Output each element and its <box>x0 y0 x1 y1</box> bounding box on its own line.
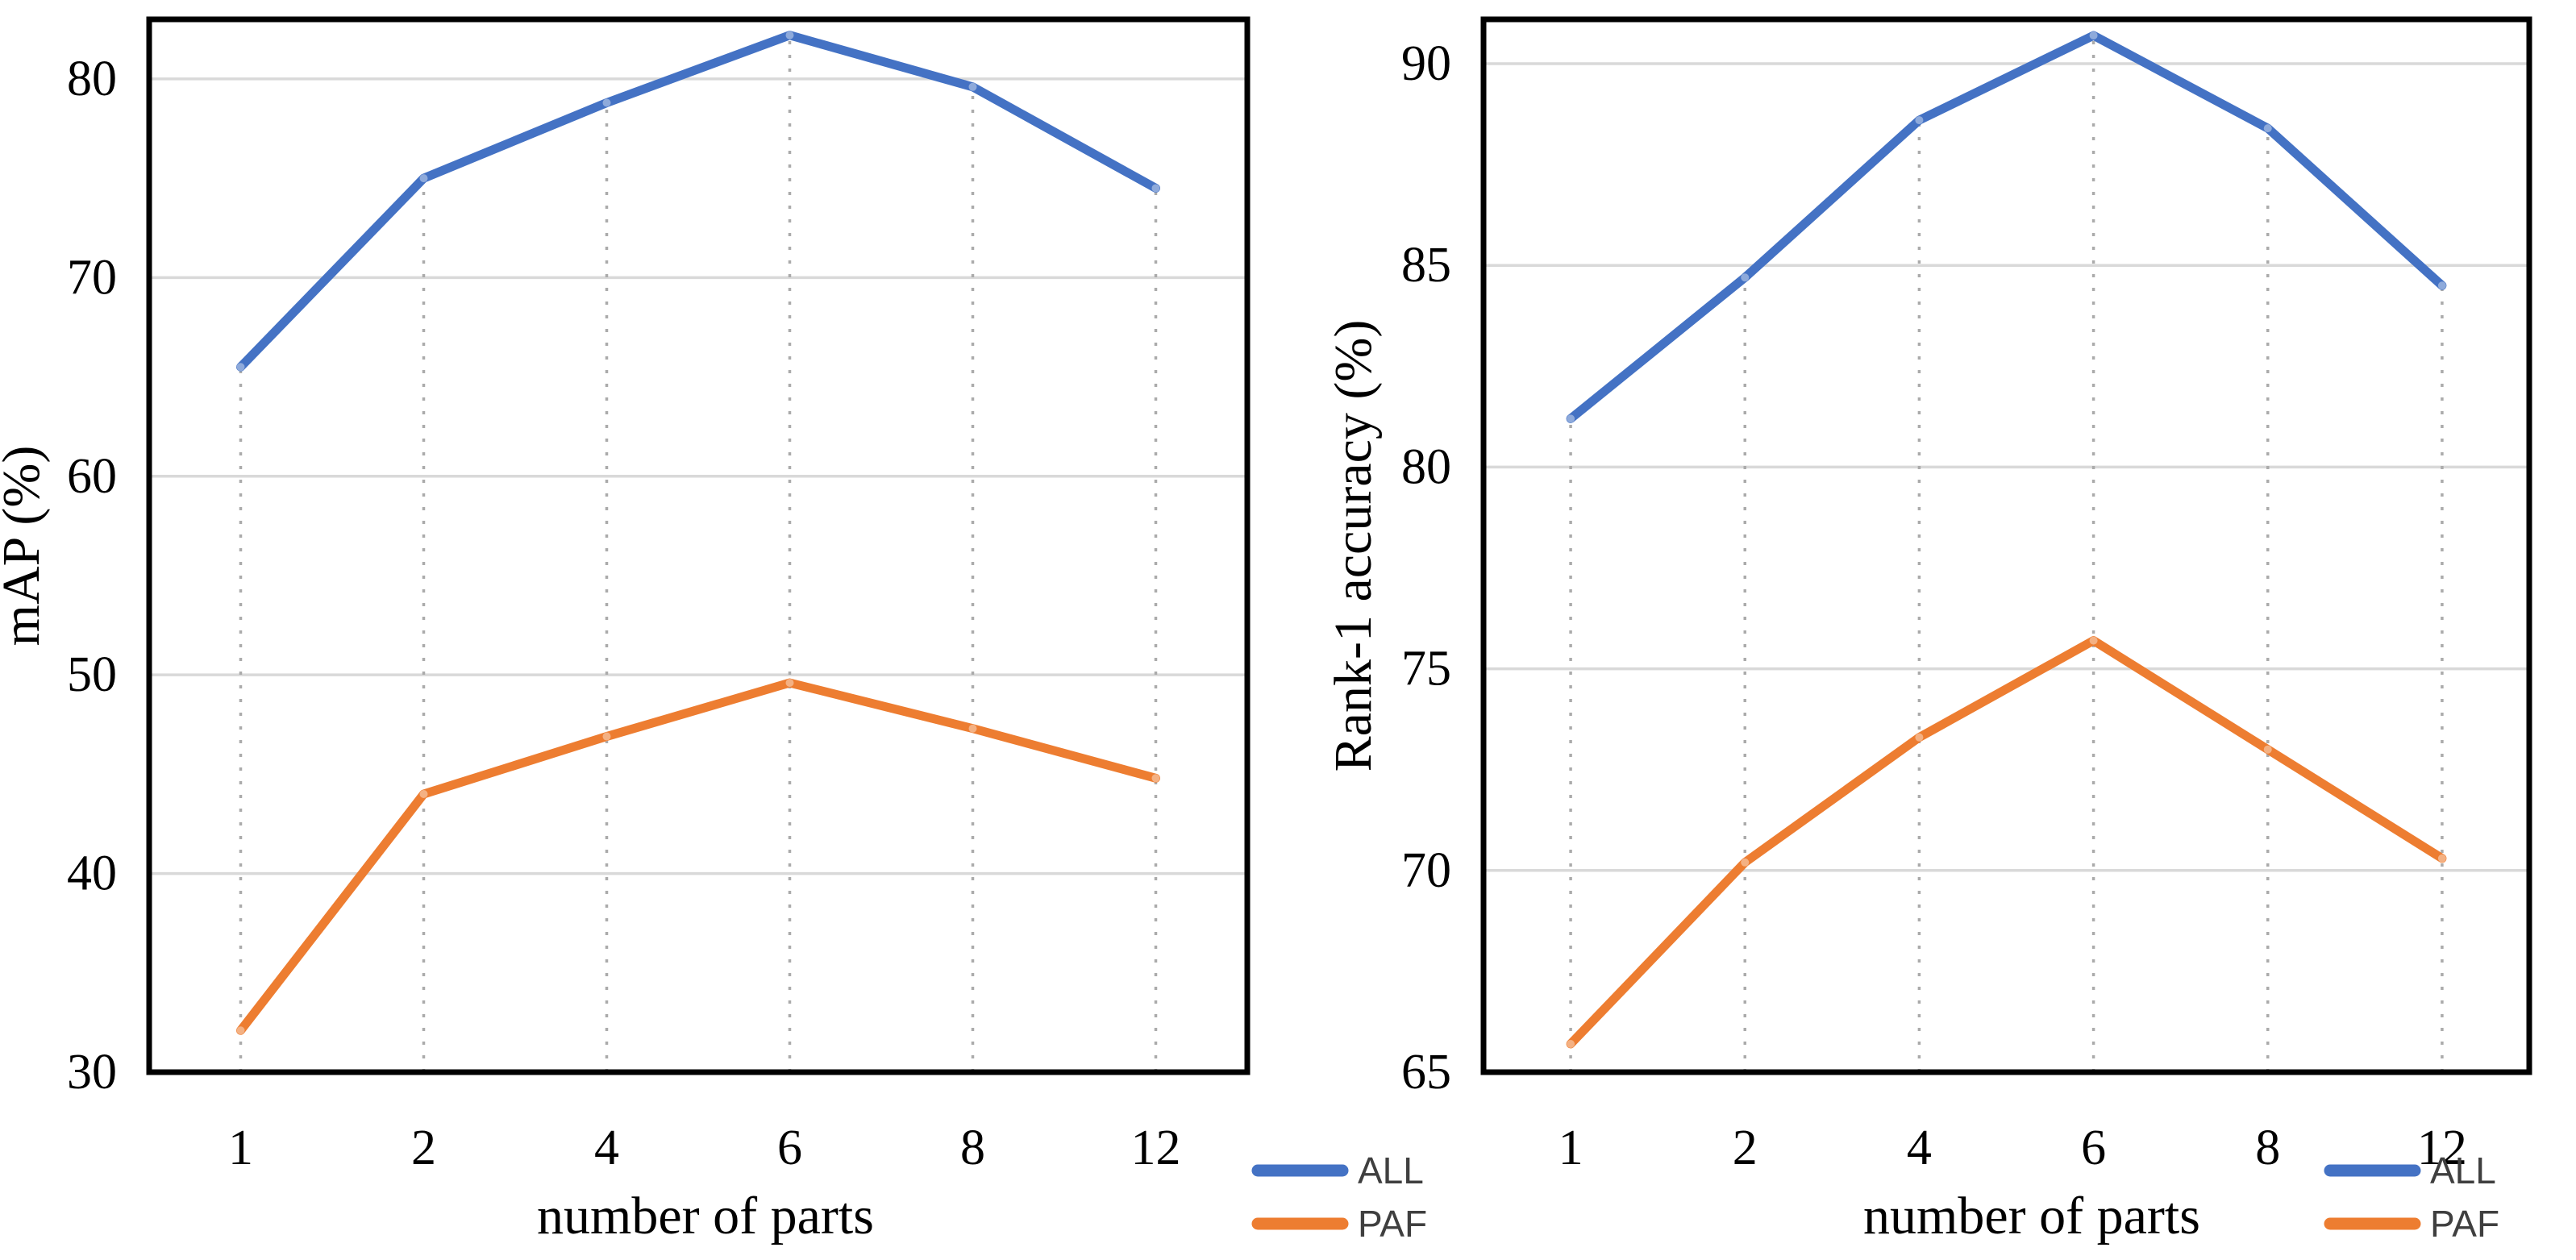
plot-border <box>1480 16 2532 1075</box>
series-line-paf <box>236 678 1160 1035</box>
data-point-marker <box>1915 733 1924 742</box>
y-tick-label: 80 <box>1401 439 1451 494</box>
series-line-paf <box>1566 636 2447 1049</box>
left-x-axis-title: number of parts <box>537 1187 874 1245</box>
x-tick-label: 12 <box>1131 1121 1181 1175</box>
right-y-axis-title: Rank-1 accuracy (%) <box>1324 320 1383 772</box>
series-line-all <box>236 31 1160 372</box>
y-tick-label: 60 <box>67 449 117 504</box>
x-tick-label: 4 <box>594 1121 619 1175</box>
data-point-marker <box>419 174 428 183</box>
x-tick-label: 1 <box>228 1121 253 1175</box>
data-point-marker <box>236 363 245 372</box>
data-point-marker <box>2437 281 2446 290</box>
data-point-marker <box>785 679 794 688</box>
x-tick-label: 2 <box>411 1121 436 1175</box>
x-tick-label: 4 <box>1907 1121 1932 1175</box>
data-point-marker <box>1567 1039 1575 1048</box>
x-tick-label: 12 <box>2417 1121 2467 1175</box>
data-point-marker <box>1741 858 1750 867</box>
data-point-marker <box>1567 414 1575 423</box>
right-x-axis-title: number of parts <box>1863 1187 2200 1245</box>
y-tick-label: 80 <box>67 52 117 106</box>
x-tick-label: 6 <box>2081 1121 2106 1175</box>
data-point-marker <box>602 732 611 741</box>
y-tick-label: 70 <box>1401 843 1451 898</box>
data-point-marker <box>1151 184 1160 193</box>
data-point-marker <box>1741 273 1750 282</box>
data-point-marker <box>968 82 977 91</box>
x-tick-label: 6 <box>777 1121 802 1175</box>
series-line-all <box>1566 31 2447 423</box>
legend-all-label: ALL <box>1358 1150 1424 1191</box>
y-tick-label: 30 <box>67 1045 117 1100</box>
right-legend: ALL PAF <box>2324 1150 2499 1245</box>
data-point-marker <box>2089 31 2098 40</box>
x-tick-label: 2 <box>1733 1121 1758 1175</box>
y-tick-label: 85 <box>1401 238 1451 293</box>
y-tick-label: 75 <box>1401 642 1451 697</box>
data-point-marker <box>2263 745 2272 754</box>
data-point-marker <box>785 31 794 40</box>
plot-border <box>146 16 1251 1075</box>
x-tick-label: 8 <box>2255 1121 2280 1175</box>
data-point-marker <box>419 790 428 799</box>
data-point-marker <box>1915 116 1924 125</box>
y-tick-label: 65 <box>1401 1045 1451 1100</box>
data-point-marker <box>2263 124 2272 133</box>
x-tick-label: 8 <box>960 1121 985 1175</box>
y-tick-label: 90 <box>1401 36 1451 91</box>
data-point-marker <box>236 1026 245 1035</box>
legend-paf-label: PAF <box>1358 1203 1427 1245</box>
x-tick-label: 1 <box>1559 1121 1583 1175</box>
legend-all-label: ALL <box>2430 1150 2496 1191</box>
left-legend: ALL PAF <box>1251 1150 1427 1245</box>
data-point-marker <box>2437 854 2446 863</box>
data-point-marker <box>602 98 611 107</box>
y-tick-label: 70 <box>67 250 117 305</box>
y-tick-label: 40 <box>67 846 117 901</box>
left-y-axis-title: mAP (%) <box>0 446 51 647</box>
y-tick-label: 50 <box>67 647 117 702</box>
data-point-marker <box>1151 774 1160 783</box>
data-point-marker <box>968 724 977 733</box>
data-point-marker <box>2089 636 2098 645</box>
legend-paf-label: PAF <box>2430 1203 2499 1245</box>
